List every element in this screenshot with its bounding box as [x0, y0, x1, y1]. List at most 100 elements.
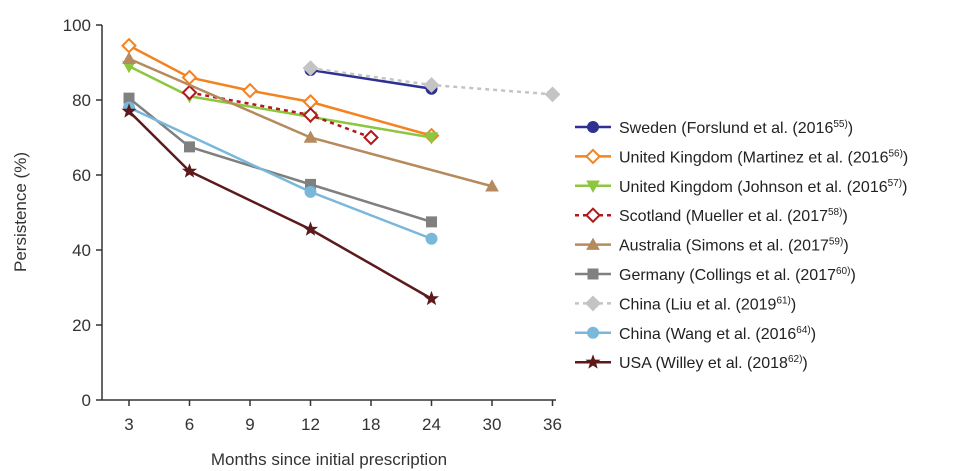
legend-label-close: )	[903, 149, 908, 166]
data-point	[426, 216, 437, 228]
data-point	[242, 82, 258, 99]
series-6	[302, 60, 561, 103]
legend-label-text: Scotland (Mueller et al. (2017	[619, 208, 828, 225]
series-line	[310, 68, 432, 90]
legend-label-ref: 57)	[888, 178, 902, 189]
series-4	[122, 51, 499, 192]
series-line	[128, 65, 432, 139]
y-ticks: 0 20 40 60 80 100	[63, 16, 102, 410]
legend-label: China (Liu et al. (201961))	[619, 295, 796, 313]
legend-item: Sweden (Forslund et al. (201655))	[575, 119, 853, 137]
series-8	[121, 103, 440, 306]
legend-swatch-marker	[586, 180, 600, 193]
legend-item: USA (Willey et al. (201862))	[575, 354, 808, 372]
x-tick-label: 12	[301, 415, 320, 434]
data-point	[121, 37, 137, 54]
legend-label-close: )	[848, 120, 853, 137]
data-point	[544, 86, 561, 103]
legend-label-close: )	[850, 267, 855, 284]
legend-label-ref: 56)	[888, 148, 902, 159]
data-point	[303, 130, 318, 143]
y-tick-label: 0	[82, 391, 91, 410]
legend-label: United Kingdom (Johnson et al. (201657))	[619, 178, 907, 196]
legend-label-ref: 58)	[828, 207, 842, 218]
legend-swatch-marker	[585, 148, 601, 165]
legend-label-text: United Kingdom (Johnson et al. (2016	[619, 179, 888, 196]
legend-label-text: Germany (Collings et al. (2017	[619, 267, 836, 284]
data-point	[302, 60, 319, 77]
legend-label: Germany (Collings et al. (201760))	[619, 266, 856, 284]
y-tick-label: 40	[72, 241, 91, 260]
data-point	[423, 290, 440, 306]
legend-label-text: United Kingdom (Martinez et al. (2016	[619, 149, 889, 166]
data-point	[424, 132, 439, 145]
legend-item: United Kingdom (Johnson et al. (201657))	[575, 178, 907, 196]
legend-label-close: )	[902, 179, 907, 196]
legend-item: China (Liu et al. (201961))	[575, 295, 796, 313]
legend-label-ref: 59)	[829, 237, 843, 248]
legend-label-ref: 60)	[836, 266, 850, 277]
legend-label-close: )	[811, 326, 816, 343]
legend-label: China (Wang et al. (201664))	[619, 325, 816, 343]
legend-swatch-marker	[587, 326, 599, 339]
legend-label-ref: 61)	[776, 295, 790, 306]
legend-swatch-marker	[586, 237, 600, 250]
legend-label-close: )	[791, 296, 796, 313]
legend-label-text: China (Wang et al. (2016	[619, 326, 796, 343]
legend-swatch-marker	[585, 295, 601, 312]
legend-label-ref: 62)	[788, 354, 802, 365]
data-point	[302, 107, 319, 123]
series-line	[189, 91, 372, 139]
series-line	[128, 106, 432, 240]
legend-swatch-marker	[587, 121, 599, 133]
legend-label: Scotland (Mueller et al. (201758))	[619, 207, 848, 225]
legend-label-close: )	[802, 355, 807, 372]
legend-label-text: USA (Willey et al. (2018	[619, 355, 788, 372]
legend-item: China (Wang et al. (201664))	[575, 325, 816, 343]
legend-label: Australia (Simons et al. (201759))	[619, 237, 849, 255]
data-point	[423, 77, 440, 93]
x-tick-label: 3	[124, 415, 133, 434]
legend-swatch-marker	[585, 207, 601, 224]
data-point	[302, 221, 319, 236]
legend-label: USA (Willey et al. (201862))	[619, 354, 808, 372]
legend-label-close: )	[843, 238, 848, 255]
data-point	[304, 185, 317, 198]
legend-swatch-marker	[585, 354, 601, 369]
x-tick-label: 36	[543, 415, 562, 434]
data-point	[181, 163, 198, 178]
x-tick-label: 9	[245, 415, 254, 434]
y-tick-label: 80	[72, 91, 91, 110]
x-axis-title: Months since initial prescription	[211, 450, 447, 469]
y-axis-title: Persistence (%)	[11, 152, 30, 272]
series-0	[304, 64, 438, 95]
legend: Sweden (Forslund et al. (201655)) United …	[575, 119, 908, 372]
legend-item: Australia (Simons et al. (201759))	[575, 237, 849, 255]
legend-label-text: China (Liu et al. (2019	[619, 296, 777, 313]
axes	[101, 25, 556, 401]
x-ticks: 3 6 9 12 18 24 30 36	[124, 400, 562, 434]
data-point	[184, 141, 195, 153]
legend-item: United Kingdom (Martinez et al. (201656)…	[575, 148, 908, 166]
legend-label: United Kingdom (Martinez et al. (201656)…	[619, 148, 908, 166]
x-tick-label: 30	[483, 415, 502, 434]
data-point	[122, 51, 136, 65]
data-point	[363, 129, 379, 146]
legend-label-ref: 55)	[833, 119, 847, 130]
legend-label-close: )	[842, 208, 847, 225]
x-tick-label: 18	[362, 415, 381, 434]
series-line	[128, 44, 432, 137]
legend-item: Scotland (Mueller et al. (201758))	[575, 207, 848, 225]
x-tick-label: 6	[185, 415, 194, 434]
legend-item: Germany (Collings et al. (201760))	[575, 266, 856, 284]
y-tick-label: 60	[72, 166, 91, 185]
data-point	[302, 93, 319, 110]
x-tick-label: 24	[422, 415, 441, 434]
series-line	[128, 110, 433, 300]
series-1	[121, 37, 440, 144]
series-line	[128, 97, 432, 224]
y-tick-label: 100	[63, 16, 91, 35]
data-point	[181, 84, 198, 101]
y-tick-label: 20	[72, 316, 91, 335]
series-3	[181, 84, 379, 146]
